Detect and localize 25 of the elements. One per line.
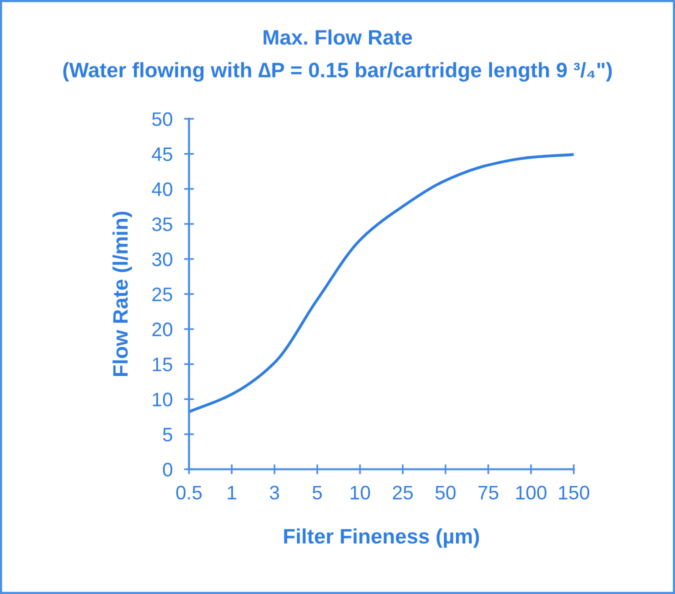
x-tick-label: 100 xyxy=(516,486,546,500)
y-tick-label: 40 xyxy=(152,182,172,196)
x-tick-label: 75 xyxy=(478,486,498,500)
y-tick-label: 0 xyxy=(162,462,172,476)
x-tick-label: 3 xyxy=(270,486,280,500)
x-tick-label: 5 xyxy=(312,486,322,500)
y-tick-label: 45 xyxy=(152,148,172,162)
x-tick-label: 50 xyxy=(435,486,456,500)
y-tick-label: 20 xyxy=(152,322,172,336)
x-axis-title: Filter Fineness (µm) xyxy=(284,528,479,548)
y-tick-label: 50 xyxy=(152,112,172,126)
x-tick-label: 0.5 xyxy=(176,486,202,500)
x-tick-label: 25 xyxy=(392,486,413,500)
y-tick-label: 35 xyxy=(152,217,172,232)
y-tick-label: 30 xyxy=(152,252,172,266)
y-tick-label: 10 xyxy=(152,392,172,406)
x-tick-label: 10 xyxy=(350,486,370,500)
x-tick-label: 150 xyxy=(559,486,590,500)
y-tick-label: 15 xyxy=(152,358,172,372)
chart-title: Max. Flow Rate xyxy=(264,29,412,45)
y-tick-label: 25 xyxy=(152,288,172,302)
y-tick-label: 5 xyxy=(162,428,172,442)
chart-subtitle: (Water flowing with ∆P = 0.15 bar/cartridge length 9 ³/₄") xyxy=(63,62,612,82)
x-tick-label: 1 xyxy=(228,486,236,500)
y-axis-title: Flow Rate (l/min) xyxy=(112,212,132,376)
